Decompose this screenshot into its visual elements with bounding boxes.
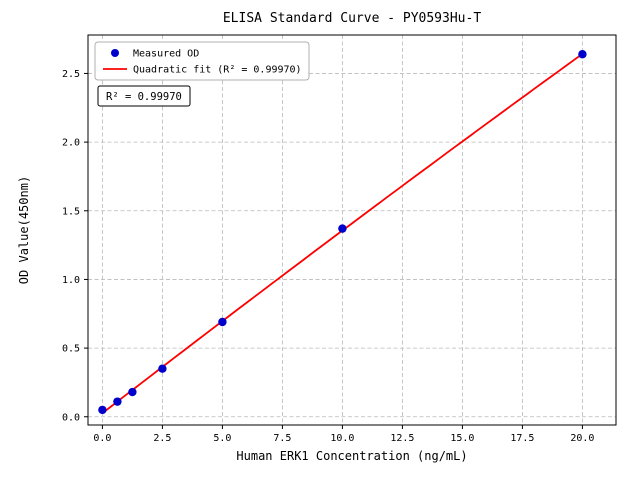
x-tick-label: 5.0 xyxy=(213,433,231,444)
x-tick-label: 17.5 xyxy=(510,433,534,444)
legend-box xyxy=(94,41,310,81)
x-tick-label: 15.0 xyxy=(450,433,474,444)
measured-od-point xyxy=(128,387,137,397)
measured-od-point xyxy=(158,364,167,373)
y-tick-label: 1.0 xyxy=(62,275,80,286)
y-tick-label: 0.0 xyxy=(62,412,80,423)
r-squared-annotation: R² = 0.99970 xyxy=(106,91,182,103)
y-tick-label: 2.5 xyxy=(62,69,80,80)
chart-title: ELISA Standard Curve - PY0593Hu-T xyxy=(223,11,481,26)
x-tick-label: 7.5 xyxy=(273,433,291,444)
r-squared-annotation-box xyxy=(97,85,191,107)
x-tick-label: 10.0 xyxy=(330,433,354,444)
x-axis-label: Human ERK1 Concentration (ng/mL) xyxy=(236,449,467,463)
measured-od-point xyxy=(113,397,122,406)
legend-label-measured-od: Measured OD xyxy=(133,49,199,60)
legend-marker-measured-od xyxy=(111,49,119,57)
measured-od-point xyxy=(98,405,107,415)
x-tick-label: 12.5 xyxy=(390,433,414,444)
measured-od-point xyxy=(218,317,227,327)
y-axis-label: OD Value(450nm) xyxy=(17,176,31,284)
y-tick-label: 1.5 xyxy=(62,206,80,217)
legend-label-quadratic-fit: Quadratic fit (R² = 0.99970) xyxy=(133,65,302,76)
x-tick-label: 2.5 xyxy=(153,433,171,444)
x-tick-label: 20.0 xyxy=(570,433,594,444)
x-tick-label: 0.0 xyxy=(93,433,111,444)
y-tick-label: 0.5 xyxy=(62,344,80,355)
y-tick-label: 2.0 xyxy=(62,138,80,149)
plot-border xyxy=(87,34,617,426)
measured-od-point xyxy=(578,50,587,59)
measured-od-point xyxy=(338,224,347,233)
